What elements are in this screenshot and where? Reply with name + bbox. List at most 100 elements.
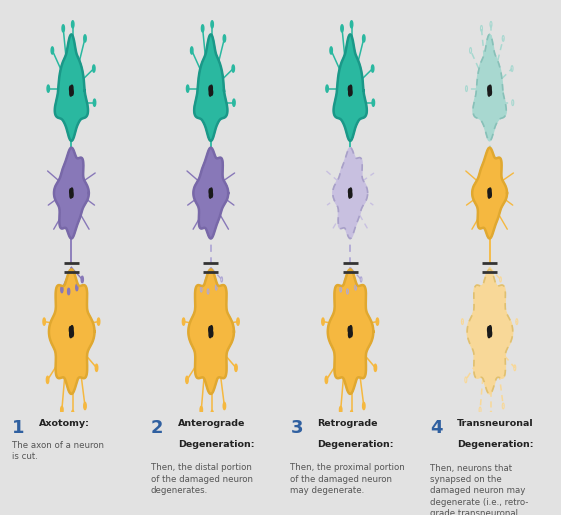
Circle shape <box>209 327 211 333</box>
Circle shape <box>232 65 234 72</box>
Circle shape <box>339 406 342 414</box>
Circle shape <box>93 99 96 106</box>
Circle shape <box>210 330 213 337</box>
Circle shape <box>489 330 491 337</box>
Circle shape <box>209 86 211 92</box>
Circle shape <box>358 172 361 178</box>
Circle shape <box>43 318 45 325</box>
Circle shape <box>201 178 204 184</box>
Circle shape <box>489 191 490 196</box>
Circle shape <box>489 325 491 332</box>
Circle shape <box>489 88 491 94</box>
Circle shape <box>61 406 63 414</box>
Circle shape <box>70 331 72 338</box>
Polygon shape <box>55 35 88 141</box>
Circle shape <box>211 21 213 28</box>
Circle shape <box>70 193 72 198</box>
Circle shape <box>211 410 213 418</box>
Circle shape <box>95 364 98 371</box>
Circle shape <box>350 85 352 91</box>
Text: Degeneration:: Degeneration: <box>178 440 255 449</box>
Polygon shape <box>328 269 373 394</box>
Text: 4: 4 <box>430 419 442 437</box>
Text: Axotomy:: Axotomy: <box>39 419 90 428</box>
Text: 2: 2 <box>151 419 163 437</box>
Circle shape <box>98 318 100 325</box>
Circle shape <box>374 364 376 371</box>
Circle shape <box>341 178 343 184</box>
Circle shape <box>488 327 490 333</box>
Circle shape <box>362 35 365 42</box>
Polygon shape <box>54 148 89 238</box>
Circle shape <box>372 99 375 106</box>
Circle shape <box>70 329 72 335</box>
Circle shape <box>209 189 211 194</box>
Circle shape <box>349 329 351 335</box>
Text: Degeneration:: Degeneration: <box>457 440 534 449</box>
Circle shape <box>348 189 350 194</box>
Circle shape <box>325 376 328 384</box>
Circle shape <box>93 65 95 72</box>
Circle shape <box>234 364 237 371</box>
Circle shape <box>350 325 352 332</box>
Polygon shape <box>333 148 367 238</box>
Circle shape <box>71 188 73 194</box>
Text: Retrograde: Retrograde <box>318 419 378 428</box>
Circle shape <box>71 85 73 91</box>
Circle shape <box>81 276 84 283</box>
Text: Degeneration:: Degeneration: <box>318 440 394 449</box>
Circle shape <box>51 47 53 54</box>
Text: Then, the proximal portion
of the damaged neuron
may degenerate.: Then, the proximal portion of the damage… <box>291 464 405 495</box>
Circle shape <box>488 189 490 194</box>
Circle shape <box>67 180 70 186</box>
Circle shape <box>71 410 74 418</box>
Circle shape <box>182 318 185 325</box>
Circle shape <box>341 25 343 32</box>
Circle shape <box>350 21 353 28</box>
Circle shape <box>350 90 352 95</box>
Circle shape <box>210 188 212 194</box>
Circle shape <box>350 192 352 197</box>
Circle shape <box>70 327 72 333</box>
Circle shape <box>76 284 78 290</box>
Circle shape <box>210 325 213 332</box>
Circle shape <box>348 327 351 333</box>
Circle shape <box>346 180 348 186</box>
Circle shape <box>223 35 226 42</box>
Circle shape <box>348 331 351 338</box>
Text: Then, the distal portion
of the damaged neuron
degenerates.: Then, the distal portion of the damaged … <box>151 464 253 495</box>
Circle shape <box>489 329 491 335</box>
Circle shape <box>47 376 49 384</box>
Circle shape <box>70 86 72 92</box>
Polygon shape <box>472 148 507 238</box>
Circle shape <box>186 376 188 384</box>
Text: 1: 1 <box>12 419 24 437</box>
Circle shape <box>488 86 490 92</box>
Circle shape <box>348 86 351 92</box>
Circle shape <box>200 406 203 414</box>
Text: 3: 3 <box>291 419 303 437</box>
Circle shape <box>489 90 491 95</box>
Circle shape <box>70 88 72 94</box>
Circle shape <box>350 188 352 194</box>
Circle shape <box>350 191 351 196</box>
Polygon shape <box>49 269 94 394</box>
Circle shape <box>211 192 213 197</box>
Circle shape <box>191 47 193 54</box>
Circle shape <box>71 325 73 332</box>
Circle shape <box>61 286 63 293</box>
Circle shape <box>71 192 73 197</box>
Circle shape <box>71 90 73 95</box>
Circle shape <box>233 99 235 106</box>
Circle shape <box>490 192 491 197</box>
Circle shape <box>207 180 209 186</box>
Circle shape <box>71 330 73 337</box>
Circle shape <box>201 25 204 32</box>
Circle shape <box>326 85 328 92</box>
Circle shape <box>376 318 379 325</box>
Circle shape <box>75 178 76 184</box>
Circle shape <box>210 329 212 335</box>
Circle shape <box>322 318 324 325</box>
Text: Transneuronal: Transneuronal <box>457 419 534 428</box>
Polygon shape <box>194 35 227 141</box>
